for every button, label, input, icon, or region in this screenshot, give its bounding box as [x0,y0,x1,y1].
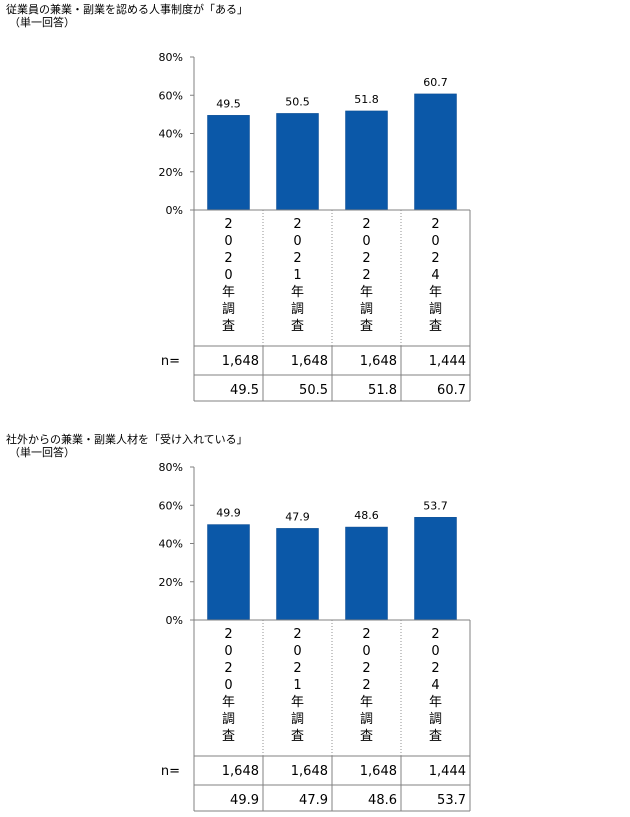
chart-1-bar [345,110,388,211]
chart-1-ytick-label: 20% [159,166,183,179]
chart-2-value-cell: 53.7 [437,793,466,808]
chart-2-n-cell: 1,444 [429,764,466,779]
chart-2-n-cell: 1,648 [222,764,259,779]
chart-1-data-label: 50.5 [285,95,310,108]
chart-1-category-label: 2 0 2 1 年調査 [291,217,304,334]
chart-2-ytick-label: 60% [159,499,183,512]
chart-2-n-cell: 1,648 [360,764,397,779]
chart-1-ytick-label: 0% [166,204,183,217]
chart-1-data-label: 51.8 [354,93,379,106]
chart-2-bar [345,526,388,621]
chart-1-category-label: 2 0 2 2 年調査 [360,217,373,334]
chart-2-category-label: 2 0 2 2 年調査 [360,627,373,744]
chart-1-svg: 0% 20% 40% 60% 80% 49.5 50.5 51.8 60.7 2 0 2 0 年調査 2 0 2… [159,51,471,402]
chart-2-category-label: 2 0 2 1 年調査 [291,627,304,744]
chart-2-category-label: 2 0 2 0 年調査 [222,627,235,744]
chart-2-data-label: 53.7 [423,499,448,512]
chart-2-value-cell: 48.6 [368,793,397,808]
chart-2-bar [207,524,250,621]
chart-2-value-cell: 49.9 [230,793,259,808]
chart-1-n-cell: 1,648 [360,354,397,369]
chart-1-note: （単一回答） [9,16,75,29]
chart-2-value-cell: 47.9 [299,793,328,808]
chart-1-ytick-label: 60% [159,89,183,102]
chart-2-ytick-label: 20% [159,576,183,589]
chart-1-bar [276,113,319,211]
chart-1-panel: 0% 20% 40% 60% 80% 49.5 50.5 51.8 60.7 2 0 2 0 年調査 2 0 2… [0,0,630,402]
chart-1-n-cell: 1,648 [222,354,259,369]
chart-1-bar [207,115,250,211]
chart-2-n-label: n= [161,764,180,779]
chart-1-value-cell: 49.5 [230,383,259,398]
chart-2-bar [276,528,319,621]
chart-2-title: 社外からの兼業・副業人材を「受け入れている」 [6,433,248,446]
chart-2-ytick-label: 80% [159,461,183,474]
chart-1-data-label: 60.7 [423,76,448,89]
chart-2-data-label: 49.9 [216,507,241,520]
chart-1-n-cell: 1,444 [429,354,466,369]
chart-1-value-cell: 60.7 [437,383,466,398]
chart-2-n-cell: 1,648 [291,764,328,779]
chart-2-ytick-label: 40% [159,538,183,551]
chart-2-category-label: 2 0 2 4 年調査 [429,627,442,744]
chart-1-bar [414,93,457,211]
chart-2-note: （単一回答） [9,446,75,459]
chart-2-ytick-label: 0% [166,614,183,627]
chart-2-data-label: 48.6 [354,509,379,522]
chart-1-category-label: 2 0 2 4 年調査 [429,217,442,334]
chart-2-bar [414,517,457,621]
chart-2-data-label: 47.9 [285,510,310,523]
chart-1-ytick-label: 80% [159,51,183,64]
chart-1-category-label: 2 0 2 0 年調査 [222,217,235,334]
chart-2-svg: 0% 20% 40% 60% 80% 49.9 47.9 48.6 53.7 2 0 2 0 年調査 2 0 2… [159,461,471,812]
chart-1-title: 従業員の兼業・副業を認める人事制度が「ある」 [6,3,248,16]
chart-1-n-label: n= [161,354,180,369]
chart-1-value-cell: 51.8 [368,383,397,398]
chart-1-data-label: 49.5 [216,97,241,110]
chart-1-n-cell: 1,648 [291,354,328,369]
chart-1-value-cell: 50.5 [299,383,328,398]
chart-1-ytick-label: 40% [159,128,183,141]
chart-2-panel: 0% 20% 40% 60% 80% 49.9 47.9 48.6 53.7 2 0 2 0 年調査 2 0 2… [0,410,630,812]
